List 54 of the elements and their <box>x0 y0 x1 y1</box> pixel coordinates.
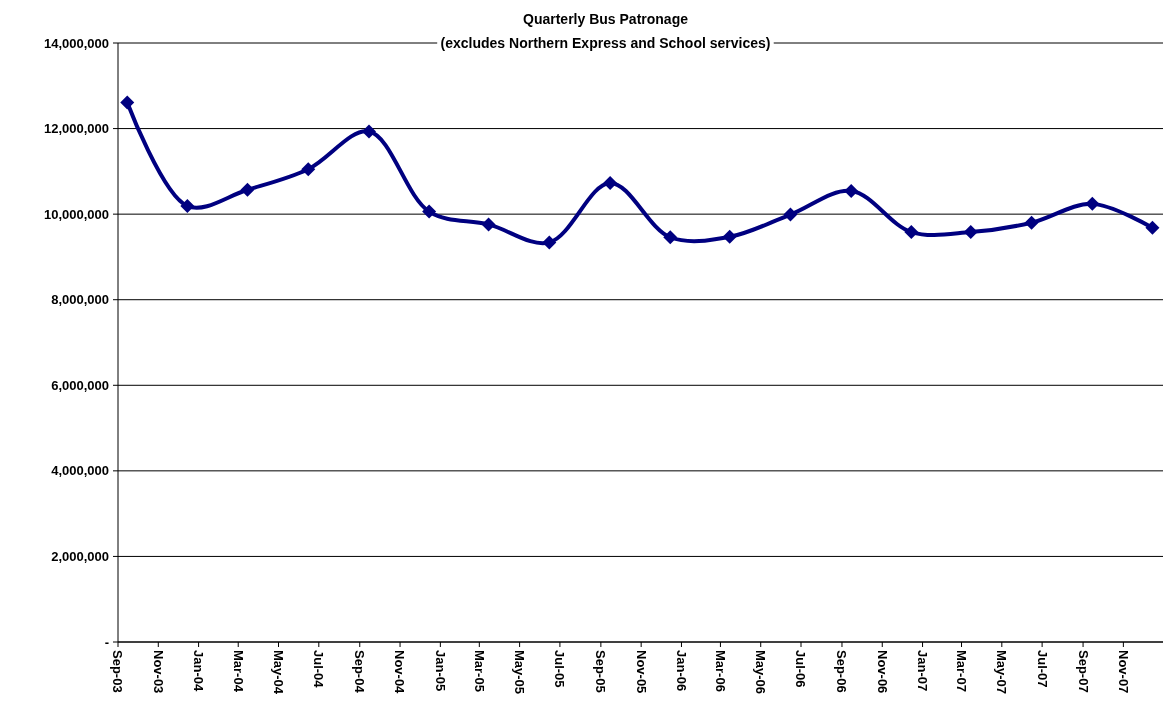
point <box>1085 196 1100 211</box>
point <box>844 184 859 199</box>
x-tick-label: Jan-07 <box>915 650 931 692</box>
point <box>1024 215 1039 230</box>
x-tick-label: Jan-06 <box>673 650 689 692</box>
x-tick-label: May-07 <box>994 650 1010 695</box>
x-tick-label: Mar-04 <box>230 650 246 693</box>
x-tick-label: Nov-04 <box>392 650 408 695</box>
x-tick-label: Jul-07 <box>1034 650 1050 688</box>
x-tick-label: Nov-06 <box>874 650 890 694</box>
x-tick-label: Sep-04 <box>352 650 368 694</box>
point <box>481 217 496 232</box>
x-tick-label: Nov-05 <box>633 650 649 694</box>
point <box>180 199 195 214</box>
x-tick-label: Mar-06 <box>712 650 728 692</box>
x-tick-label: May-04 <box>270 650 286 695</box>
point <box>362 124 377 139</box>
point <box>904 225 919 240</box>
x-tick-label: Mar-05 <box>471 650 487 692</box>
x-tick-label: Nov-03 <box>150 650 166 694</box>
point <box>603 175 618 190</box>
x-tick-label: Jul-06 <box>793 650 809 688</box>
y-tick-label: 6,000,000 <box>51 377 109 393</box>
y-tick-label: 2,000,000 <box>51 548 109 564</box>
x-tick-label: Jan-04 <box>191 650 207 692</box>
y-tick-label: - <box>104 634 109 650</box>
chart-subtitle: (excludes Northern Express and School services) <box>440 35 771 51</box>
x-tick-label: Jan-05 <box>432 650 448 692</box>
y-tick-label: 8,000,000 <box>51 292 109 308</box>
point <box>963 225 978 240</box>
point <box>722 229 737 244</box>
point <box>240 182 255 197</box>
x-tick-label: Sep-06 <box>834 650 850 693</box>
x-tick-label: May-05 <box>512 650 528 695</box>
x-tick-label: Sep-05 <box>593 650 609 693</box>
y-tick-label: 14,000,000 <box>43 35 109 51</box>
y-tick-label: 12,000,000 <box>43 121 109 137</box>
x-tick-label: Sep-03 <box>110 650 126 693</box>
point <box>1145 220 1160 235</box>
point <box>120 95 135 110</box>
x-tick-label: Sep-07 <box>1075 650 1091 693</box>
x-tick-label: May-06 <box>753 650 769 695</box>
chart-title: Quarterly Bus Patronage <box>523 11 689 27</box>
point <box>422 204 437 219</box>
y-tick-label: 4,000,000 <box>51 463 109 479</box>
point <box>783 207 798 222</box>
x-tick-label: Jul-04 <box>311 650 327 689</box>
point <box>542 235 557 250</box>
x-tick-label: Nov-07 <box>1115 650 1131 694</box>
point <box>663 230 678 245</box>
x-tick-label: Mar-07 <box>953 650 969 692</box>
x-tick-label: Jul-05 <box>552 650 568 688</box>
point <box>301 162 316 177</box>
y-tick-label: 10,000,000 <box>43 206 109 222</box>
